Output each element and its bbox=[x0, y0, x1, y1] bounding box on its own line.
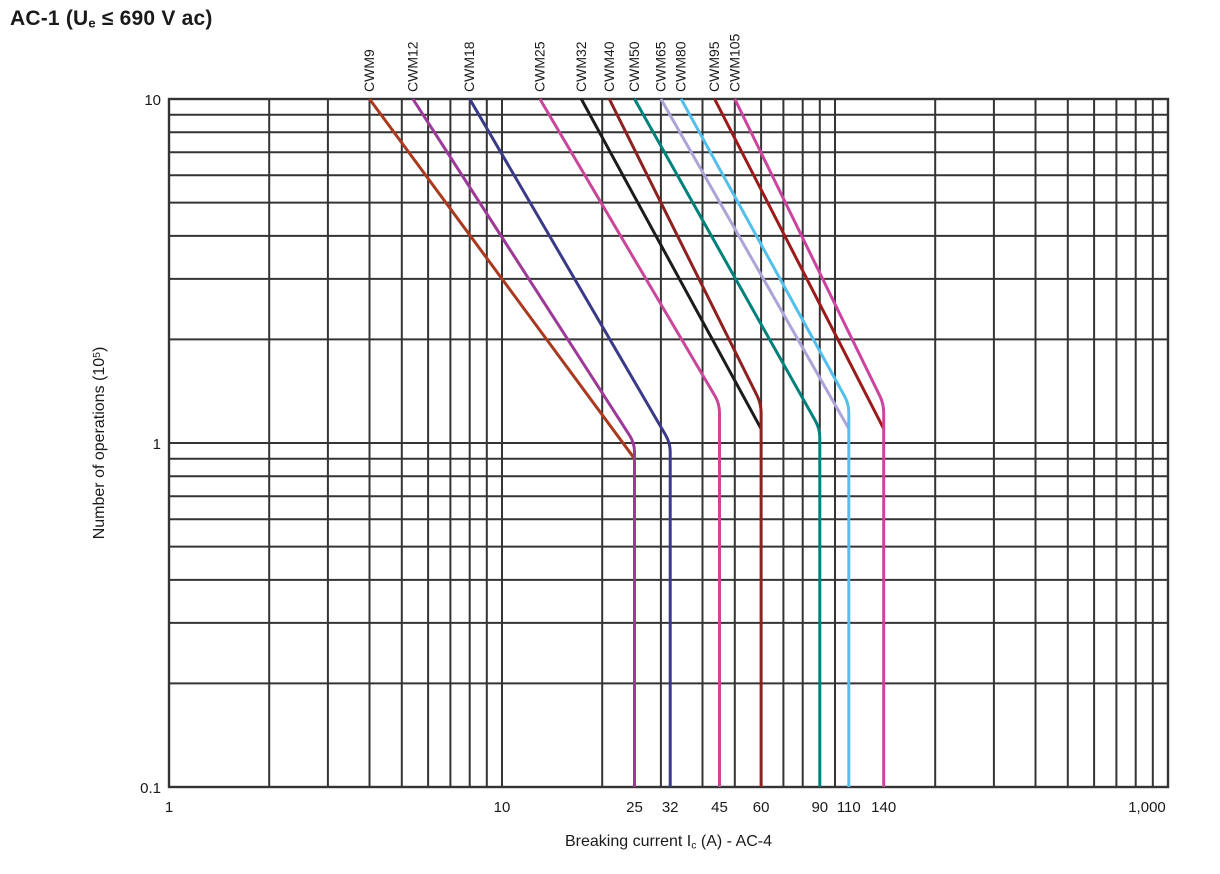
curve-label-CWM12: CWM12 bbox=[404, 41, 420, 92]
x-axis-title-subscript: c bbox=[691, 840, 697, 852]
x-tick-label-1: 1 bbox=[165, 799, 173, 816]
curve-CWM50 bbox=[633, 98, 822, 787]
x-tick-label-90: 90 bbox=[811, 799, 828, 816]
x-tick-label-10: 10 bbox=[494, 799, 511, 816]
y-tick-label-10: 10 bbox=[144, 92, 161, 109]
x-axis-tick-labels: 1 10 25 32 45 60 90 110 140 1,000 bbox=[165, 799, 1166, 816]
curve-label-CWM50: CWM50 bbox=[626, 41, 642, 92]
curve-label-CWM9: CWM9 bbox=[361, 49, 377, 92]
curve-CWM12 bbox=[411, 98, 636, 787]
curve-CWM40 bbox=[607, 98, 763, 787]
curve-CWM32 bbox=[579, 98, 763, 430]
curve-label-CWM95: CWM95 bbox=[706, 41, 722, 92]
x-tick-label-140: 140 bbox=[871, 799, 896, 816]
curve-CWM105 bbox=[733, 98, 886, 787]
curve-CWM95 bbox=[713, 98, 886, 430]
title-subscript: e bbox=[88, 15, 96, 31]
curve-CWM80 bbox=[679, 98, 851, 787]
curve-label-CWM18: CWM18 bbox=[461, 41, 477, 92]
y-axis-title-text: Number of operations (10 bbox=[91, 357, 108, 540]
y-axis-title-superscript: 5 bbox=[92, 352, 104, 358]
curve-CWM18 bbox=[468, 98, 672, 787]
x-axis-title-text-end: (A) - AC-4 bbox=[696, 833, 773, 850]
x-axis-title-text: Breaking current I bbox=[564, 833, 692, 850]
curve-labels-layer: CWM9 CWM12 CWM18 CWM25 CWM32 CWM40 CWM50 CWM65 C… bbox=[361, 33, 742, 92]
curve-label-CWM65: CWM65 bbox=[652, 41, 668, 92]
y-tick-label-1: 1 bbox=[153, 436, 161, 453]
x-axis-title: Breaking current Ic (A) - AC-4 bbox=[169, 833, 1168, 851]
curve-CWM65 bbox=[659, 98, 851, 430]
y-tick-label-0.1: 0.1 bbox=[140, 780, 161, 797]
title-text-end: ≤ 690 V ac) bbox=[95, 7, 213, 30]
title-text: AC-1 (U bbox=[10, 7, 89, 30]
x-tick-label-110: 110 bbox=[837, 799, 861, 816]
x-tick-label-32: 32 bbox=[662, 799, 679, 816]
y-axis-title: Number of operations (105) bbox=[91, 347, 109, 540]
plot-border bbox=[167, 97, 1170, 789]
x-tick-label-1,000: 1,000 bbox=[1128, 799, 1166, 816]
x-tick-label-25: 25 bbox=[626, 799, 643, 816]
curve-label-CWM105: CWM105 bbox=[726, 33, 742, 92]
y-axis-tick-labels: 10 1 0.1 bbox=[140, 92, 161, 797]
curve-CWM9 bbox=[368, 98, 636, 460]
x-tick-label-60: 60 bbox=[753, 799, 770, 816]
curve-label-CWM40: CWM40 bbox=[601, 41, 617, 92]
x-tick-label-45: 45 bbox=[711, 799, 728, 816]
curve-label-CWM80: CWM80 bbox=[673, 41, 689, 92]
curve-CWM25 bbox=[538, 98, 721, 787]
page-title: AC-1 (Ue ≤ 690 V ac) bbox=[10, 7, 213, 31]
curves-layer bbox=[368, 98, 886, 787]
curve-label-CWM25: CWM25 bbox=[531, 41, 547, 92]
curve-label-CWM32: CWM32 bbox=[573, 41, 589, 92]
y-axis-title-text-end: ) bbox=[91, 346, 108, 353]
